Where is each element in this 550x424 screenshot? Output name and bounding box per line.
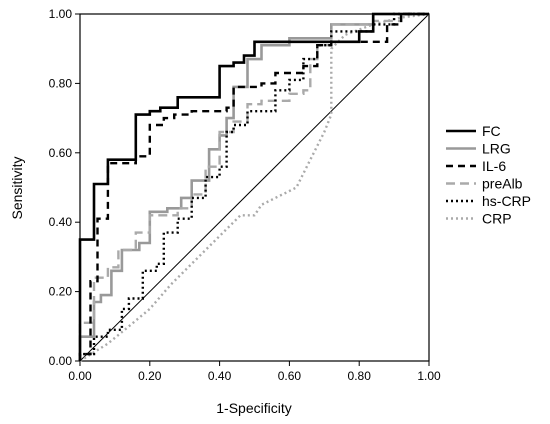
y-tick-label: 0.60 (49, 146, 73, 160)
legend-label-prealb: preAlb (482, 176, 523, 192)
y-tick-label: 0.80 (49, 76, 73, 90)
series-line-prealb (78, 12, 429, 361)
series-line-hs-crp (78, 12, 429, 361)
series-line-fc (78, 12, 429, 361)
x-axis-title: 1-Specificity (216, 400, 291, 416)
plot-frame (79, 13, 430, 362)
y-axis-title: Sensitivity (9, 156, 25, 219)
reference-line (79, 13, 430, 362)
x-tick-label: 1.00 (417, 369, 441, 383)
x-tick-label: 0.20 (138, 369, 162, 383)
x-tick-label: 0.00 (68, 369, 92, 383)
x-tick-label: 0.80 (348, 369, 372, 383)
y-tick-label: 1.00 (49, 7, 73, 21)
x-tick-label: 0.60 (278, 369, 302, 383)
x-tick-label: 0.40 (208, 369, 232, 383)
legend-label-lrg: LRG (482, 141, 511, 157)
series-line-lrg (78, 12, 429, 361)
y-tick-label: 0.00 (49, 354, 73, 368)
plot-area: 0.00 0.20 0.40 0.60 0.80 1.00 0.00 0.20 0.40 0.60… (49, 7, 441, 383)
y-tick-label: 0.40 (49, 215, 73, 229)
series-line-il-6 (78, 12, 429, 361)
legend-label-il-6: IL-6 (482, 158, 506, 174)
y-tick-label: 0.20 (49, 285, 73, 299)
legend-label-hs-crp: hs-CRP (482, 193, 531, 209)
legend-label-fc: FC (482, 123, 501, 139)
legend-label-crp: CRP (482, 211, 512, 227)
